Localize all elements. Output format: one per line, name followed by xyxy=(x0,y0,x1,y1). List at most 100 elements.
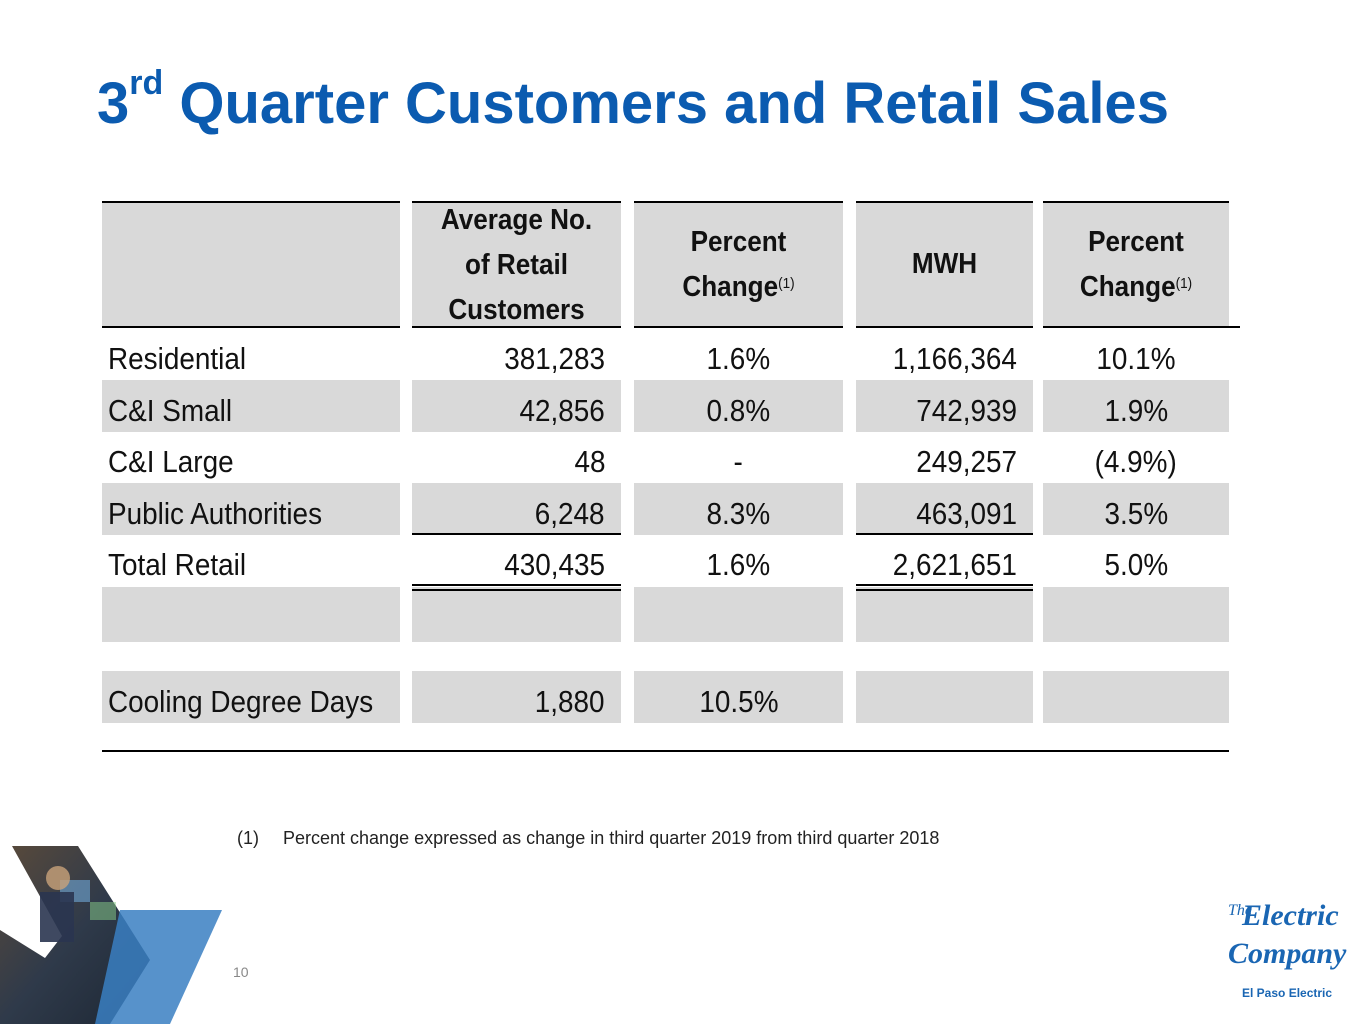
page-number: 10 xyxy=(233,964,249,980)
photo-blue-panel xyxy=(95,910,222,1024)
header-bottom-rule xyxy=(634,326,843,328)
header-bottom-rule xyxy=(102,326,400,328)
person-shape xyxy=(46,866,70,890)
row-public-authorities-label: Public Authorities xyxy=(108,496,323,531)
header-pct1-footnote-ref: (1) xyxy=(778,275,795,292)
header-bg-pct1 xyxy=(634,202,843,328)
row-band-empty xyxy=(634,587,843,642)
header-pct2-line2: Change xyxy=(1079,271,1176,303)
row-band xyxy=(634,671,843,723)
header-top-rule xyxy=(412,201,621,203)
row-residential-mwh-change: 10.1% xyxy=(1096,341,1176,376)
footnote-marker: (1) xyxy=(237,828,259,848)
header-bg-customers xyxy=(412,202,621,328)
row-ci-large-label: C&I Large xyxy=(108,444,234,479)
footnote: (1) Percent change expressed as change in… xyxy=(237,828,939,849)
logo-electric: Electric xyxy=(1241,899,1339,932)
header-pct2-line1: Percent xyxy=(1088,226,1184,258)
row-ci-small-label: C&I Small xyxy=(108,393,233,428)
row-ci-small-customers: 42,856 xyxy=(519,393,605,428)
row-cooling-label: Cooling Degree Days xyxy=(108,684,374,719)
total-double-rule xyxy=(856,584,1033,586)
monitor-shape xyxy=(90,902,116,920)
row-band xyxy=(412,671,621,723)
row-total-retail-mwh-change: 5.0% xyxy=(1104,547,1168,582)
row-total-retail-customers: 430,435 xyxy=(504,547,605,582)
row-band xyxy=(856,483,1033,535)
title-ordinal-suffix: rd xyxy=(129,64,164,102)
row-band-empty xyxy=(1043,587,1229,642)
header-bg-mwh xyxy=(856,202,1033,328)
total-double-rule xyxy=(412,584,621,586)
sales-table: Average No. of Retail Customers Percent … xyxy=(102,198,1240,752)
row-band xyxy=(1043,380,1229,432)
table-bottom-rule xyxy=(102,750,1229,752)
row-band xyxy=(412,483,621,535)
el-paso-electric-logo: The Electric Company El Paso Electric xyxy=(1228,899,1347,1000)
slide-title: 3rd Quarter Customers and Retail Sales xyxy=(97,66,1169,137)
logo-company: Company xyxy=(1228,937,1347,970)
header-customers: Average No. of Retail Customers xyxy=(422,198,610,333)
title-ordinal: 3 xyxy=(97,71,130,136)
row-ci-large-mwh-change: (4.9%) xyxy=(1094,444,1178,479)
title-text: Quarter Customers and Retail Sales xyxy=(163,71,1169,136)
subtotal-rule xyxy=(412,533,621,535)
header-pct-change-mwh: Percent Change(1) xyxy=(1052,220,1219,310)
row-ci-small-mwh-change: 1.9% xyxy=(1104,393,1168,428)
row-band xyxy=(1043,483,1229,535)
header-bg-pct2 xyxy=(1043,202,1229,328)
row-band xyxy=(856,380,1033,432)
control-room-photo xyxy=(0,846,222,1024)
row-total-retail-label: Total Retail xyxy=(108,547,247,582)
header-bg-label xyxy=(102,202,400,328)
row-public-authorities-customers: 6,248 xyxy=(535,496,605,531)
row-ci-large-customer-change: - xyxy=(733,444,744,479)
subtotal-rule xyxy=(856,533,1033,535)
row-ci-small-customer-change: 0.8% xyxy=(706,393,771,428)
footnote-text: Percent change expressed as change in th… xyxy=(283,828,940,848)
row-cooling-value: 1,880 xyxy=(535,684,605,719)
row-band-empty xyxy=(102,587,400,642)
header-customers-line1: Average No. xyxy=(440,204,593,236)
header-customers-line3: Customers xyxy=(448,294,585,326)
header-pct2-footnote-ref: (1) xyxy=(1175,275,1193,292)
row-residential-customer-change: 1.6% xyxy=(706,341,771,376)
header-bottom-rule xyxy=(856,326,1033,328)
row-residential-label: Residential xyxy=(108,341,247,376)
row-public-authorities-mwh: 463,091 xyxy=(916,496,1017,531)
row-band xyxy=(102,380,400,432)
row-band xyxy=(102,671,400,723)
row-residential-customers: 381,283 xyxy=(504,341,605,376)
header-top-rule xyxy=(102,201,400,203)
row-residential-mwh: 1,166,364 xyxy=(892,341,1017,376)
header-bottom-rule xyxy=(412,326,621,328)
logo-el-paso-electric: El Paso Electric xyxy=(1242,986,1332,1000)
row-band-empty xyxy=(412,587,621,642)
row-band xyxy=(856,671,1033,723)
row-band xyxy=(1043,671,1229,723)
header-top-rule xyxy=(634,201,843,203)
header-pct1-line1: Percent xyxy=(690,226,787,258)
logo-the: The xyxy=(1228,902,1252,919)
header-customers-line2: of Retail xyxy=(465,249,568,281)
row-band xyxy=(412,380,621,432)
header-mwh: MWH xyxy=(911,248,978,280)
row-band xyxy=(102,483,400,535)
header-bottom-rule xyxy=(1043,326,1240,328)
row-public-authorities-mwh-change: 3.5% xyxy=(1104,496,1168,531)
header-pct-change-customers: Percent Change(1) xyxy=(644,220,832,310)
row-band xyxy=(634,483,843,535)
row-total-retail-mwh: 2,621,651 xyxy=(892,547,1017,582)
header-pct1-line2: Change xyxy=(682,271,779,303)
total-double-rule xyxy=(856,589,1033,591)
row-ci-large-mwh: 249,257 xyxy=(916,444,1017,479)
row-ci-large-customers: 48 xyxy=(573,444,605,479)
row-cooling-change: 10.5% xyxy=(698,684,779,719)
row-ci-small-mwh: 742,939 xyxy=(916,393,1017,428)
row-band xyxy=(634,380,843,432)
row-band-empty xyxy=(856,587,1033,642)
person-body-shape xyxy=(40,892,74,942)
row-public-authorities-customer-change: 8.3% xyxy=(706,496,771,531)
total-double-rule xyxy=(412,589,621,591)
header-top-rule xyxy=(1043,201,1229,203)
